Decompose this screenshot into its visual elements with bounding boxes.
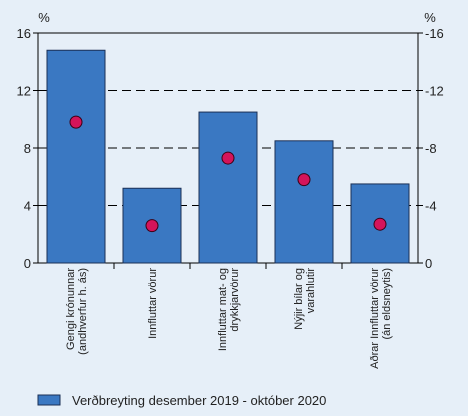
x-category-label: Innfluttar mat- og [217,268,229,351]
y-tick-label-right: -4 [425,199,437,214]
x-category-label: Innfluttar vörur [147,268,159,339]
y-tick-label-left: 0 [24,256,31,271]
bar [46,49,106,264]
left-unit-label: % [38,10,50,25]
x-category-label: drykkjarvörur [229,268,241,332]
data-point [145,219,159,233]
y-tick-label-right: -12 [425,84,444,99]
y-tick-label-right: -8 [425,141,437,156]
y-tick-label-left: 4 [24,199,31,214]
y-tick-label-left: 12 [17,84,31,99]
x-category-label: Aðrar Innfluttar vörur [369,268,381,369]
right-unit-label: % [424,10,436,25]
legend-label: Verðbreyting desember 2019 - október 202… [72,393,326,408]
y-tick-label-left: 16 [17,26,31,41]
x-category-label: (andhverfur h. ás) [77,268,89,355]
x-category-label: (án eldsneytis) [381,268,393,340]
data-point [373,217,387,231]
y-tick-label-right: -16 [425,26,444,41]
data-point [221,151,235,165]
data-point [297,173,311,187]
legend-swatch [37,394,61,406]
y-tick-label-left: 8 [24,141,31,156]
x-category-label: varahlutir [305,268,317,314]
x-category-label: Gengi krónunnar [65,268,77,350]
data-point [69,115,83,129]
bar [198,111,258,264]
bar [274,140,334,264]
x-category-label: Nýjir bílar og [293,268,305,330]
y-tick-label-right: 0 [425,256,432,271]
